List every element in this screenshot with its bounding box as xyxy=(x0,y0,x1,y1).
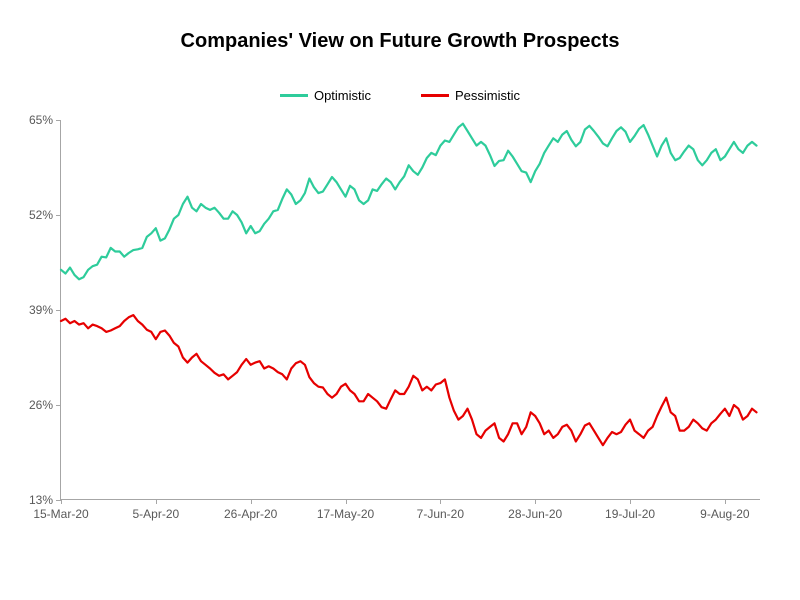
x-tick-label: 5-Apr-20 xyxy=(132,499,179,521)
series-pessimistic xyxy=(61,315,757,445)
plot-area: 13%26%39%52%65%15-Mar-205-Apr-2026-Apr-2… xyxy=(60,120,760,500)
series-optimistic xyxy=(61,124,757,280)
x-tick-label: 17-May-20 xyxy=(317,499,374,521)
y-tick-label: 26% xyxy=(29,398,61,412)
legend-label-optimistic: Optimistic xyxy=(314,88,371,103)
x-tick-label: 15-Mar-20 xyxy=(33,499,88,521)
legend: Optimistic Pessimistic xyxy=(0,88,800,103)
legend-swatch-pessimistic xyxy=(421,94,449,97)
y-tick-label: 39% xyxy=(29,303,61,317)
x-tick-label: 26-Apr-20 xyxy=(224,499,277,521)
legend-item-optimistic: Optimistic xyxy=(280,88,371,103)
legend-swatch-optimistic xyxy=(280,94,308,97)
x-tick-label: 9-Aug-20 xyxy=(700,499,749,521)
x-tick-label: 28-Jun-20 xyxy=(508,499,562,521)
x-tick-label: 19-Jul-20 xyxy=(605,499,655,521)
legend-item-pessimistic: Pessimistic xyxy=(421,88,520,103)
y-tick-label: 65% xyxy=(29,113,61,127)
chart-svg xyxy=(61,120,761,500)
y-tick-label: 52% xyxy=(29,208,61,222)
x-tick-label: 7-Jun-20 xyxy=(417,499,464,521)
legend-label-pessimistic: Pessimistic xyxy=(455,88,520,103)
chart-title: Companies' View on Future Growth Prospec… xyxy=(0,30,800,53)
